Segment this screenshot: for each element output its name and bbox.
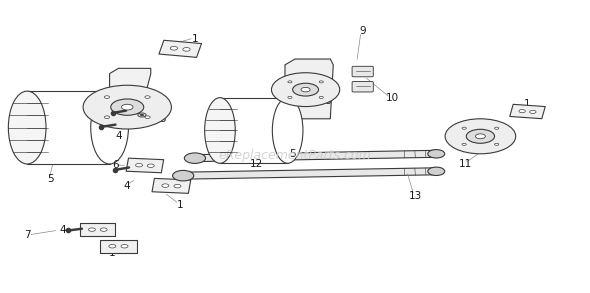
Circle shape	[288, 81, 292, 83]
Circle shape	[293, 83, 319, 96]
Text: 1: 1	[109, 248, 116, 258]
Circle shape	[271, 73, 340, 107]
Circle shape	[145, 116, 150, 118]
Bar	[195, 150, 437, 162]
Circle shape	[494, 143, 499, 145]
Text: 4: 4	[124, 181, 130, 191]
Text: 4: 4	[59, 225, 66, 235]
Circle shape	[109, 244, 116, 248]
Circle shape	[136, 163, 142, 167]
Circle shape	[100, 228, 107, 231]
Text: eReplacementParts.com: eReplacementParts.com	[219, 149, 371, 162]
FancyBboxPatch shape	[352, 66, 373, 77]
Circle shape	[145, 96, 150, 98]
Text: 13: 13	[409, 191, 422, 201]
Polygon shape	[152, 178, 191, 193]
Bar	[220, 98, 288, 163]
Circle shape	[530, 110, 536, 113]
Circle shape	[445, 119, 516, 154]
Circle shape	[466, 129, 494, 143]
Polygon shape	[159, 40, 202, 57]
Polygon shape	[285, 59, 333, 119]
Text: 8: 8	[324, 96, 330, 106]
Circle shape	[301, 87, 310, 92]
Circle shape	[476, 134, 486, 139]
Circle shape	[104, 96, 110, 98]
Circle shape	[104, 116, 110, 118]
Text: 1: 1	[192, 34, 198, 44]
Circle shape	[121, 244, 128, 248]
Circle shape	[140, 114, 144, 116]
Text: 5: 5	[289, 149, 296, 159]
Polygon shape	[126, 158, 163, 173]
Polygon shape	[80, 223, 116, 236]
Circle shape	[88, 228, 96, 231]
Circle shape	[462, 127, 466, 129]
Bar	[183, 168, 437, 179]
FancyBboxPatch shape	[352, 81, 373, 92]
Text: 2: 2	[139, 109, 145, 120]
Ellipse shape	[273, 98, 303, 163]
Circle shape	[428, 167, 445, 176]
Text: 10: 10	[385, 93, 399, 103]
Text: 5: 5	[47, 173, 54, 184]
Text: 4: 4	[115, 131, 122, 141]
Ellipse shape	[91, 91, 129, 164]
Polygon shape	[510, 104, 545, 119]
Circle shape	[83, 85, 171, 129]
Circle shape	[122, 104, 133, 110]
Circle shape	[519, 110, 525, 113]
Circle shape	[174, 184, 181, 188]
Ellipse shape	[8, 91, 46, 164]
Circle shape	[428, 150, 445, 158]
Circle shape	[171, 47, 178, 50]
Circle shape	[162, 184, 169, 187]
Text: 6: 6	[112, 161, 119, 171]
Circle shape	[183, 47, 190, 51]
Circle shape	[172, 171, 194, 181]
Text: 12: 12	[250, 159, 263, 169]
Polygon shape	[100, 239, 137, 253]
Circle shape	[319, 81, 323, 83]
Text: 7: 7	[24, 230, 31, 241]
Text: 3: 3	[159, 114, 166, 124]
Text: 1: 1	[177, 200, 183, 210]
Circle shape	[148, 164, 154, 167]
Circle shape	[319, 96, 323, 98]
Ellipse shape	[205, 98, 235, 163]
Circle shape	[494, 127, 499, 129]
Text: 9: 9	[359, 26, 366, 36]
Text: 1: 1	[524, 99, 531, 109]
Circle shape	[138, 113, 146, 117]
Circle shape	[288, 96, 292, 98]
Polygon shape	[110, 68, 151, 90]
Circle shape	[111, 99, 144, 115]
Text: 11: 11	[459, 159, 473, 169]
Bar	[27, 91, 110, 164]
Circle shape	[462, 143, 466, 145]
Circle shape	[184, 153, 205, 163]
